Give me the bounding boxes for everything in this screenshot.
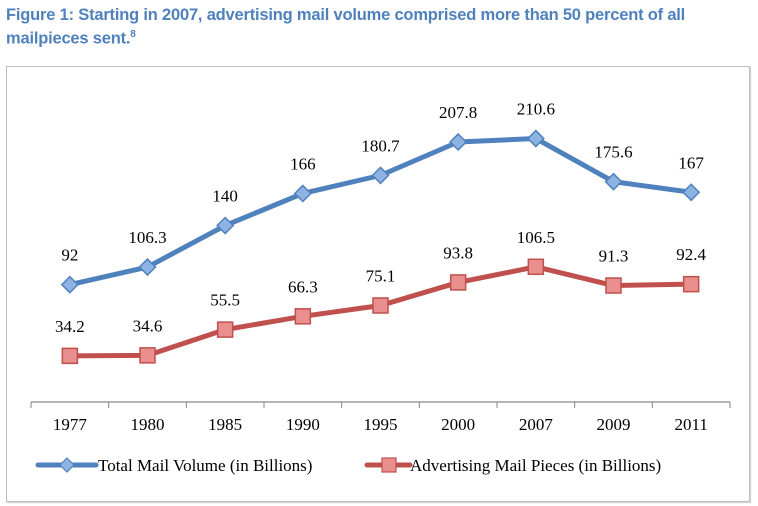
data-point-diamond [138, 257, 157, 277]
x-tick-label: 1990 [286, 415, 320, 434]
data-label: 210.6 [517, 100, 555, 119]
data-label: 207.8 [439, 103, 477, 122]
data-label: 106.5 [517, 228, 555, 247]
footnote-marker: 8 [130, 29, 136, 40]
data-label: 180.7 [361, 136, 400, 155]
x-tick-label: 2000 [441, 415, 475, 434]
chart-frame [6, 66, 750, 502]
data-label: 106.3 [128, 228, 166, 247]
data-label: 66.3 [288, 277, 318, 296]
data-label: 92.4 [676, 245, 706, 264]
data-point-square [216, 321, 234, 338]
data-label: 34.6 [133, 316, 163, 335]
x-tick-label: 1977 [53, 415, 88, 434]
figure-title: Figure 1: Starting in 2007, advertising … [6, 5, 746, 49]
series-advertising-mail: 34.2 34.6 55.5 66.3 75.1 93.8 106.5 91.3 92.4 [55, 228, 707, 365]
x-tick-label: 1980 [131, 415, 165, 434]
data-point-square [294, 308, 312, 325]
figure-title-text: Figure 1: Starting in 2007, advertising … [6, 6, 686, 48]
legend-label: Total Mail Volume (in Billions) [98, 456, 312, 475]
legend: Total Mail Volume (in Billions) Advertisi… [35, 456, 661, 475]
data-point-square [449, 274, 467, 291]
x-tick-label: 2009 [597, 415, 631, 434]
data-point-diamond [293, 184, 312, 203]
data-label: 75.1 [366, 266, 396, 285]
data-label: 55.5 [210, 291, 240, 310]
data-point-diamond [682, 183, 701, 202]
data-label: 140 [212, 187, 238, 206]
data-label: 93.8 [443, 243, 473, 262]
data-label: 175.6 [594, 143, 632, 162]
data-point-square [139, 347, 156, 364]
x-tick-label: 2007 [519, 415, 554, 434]
x-tick-label: 1995 [364, 415, 398, 434]
data-point-diamond [604, 172, 623, 191]
data-point-square [372, 297, 389, 314]
legend-item-total-mail: Total Mail Volume (in Billions) [35, 456, 312, 475]
data-point-diamond [526, 129, 545, 148]
data-point-square [682, 275, 700, 293]
data-label: 92 [61, 246, 78, 265]
data-point-square [527, 258, 545, 276]
legend-label: Advertising Mail Pieces (in Billions) [410, 456, 661, 475]
series-total-mail: 92 106.3 140 166 180.7 207.8 210.6 175.6 167 [60, 100, 704, 294]
data-point-diamond [371, 166, 390, 185]
data-point-diamond [216, 216, 235, 235]
data-label: 91.3 [599, 247, 629, 266]
data-point-square [605, 277, 622, 294]
data-label: 34.2 [55, 317, 85, 336]
data-point-diamond [60, 275, 79, 294]
data-label: 166 [290, 154, 316, 173]
data-label: 167 [678, 153, 704, 172]
data-point-square [61, 347, 79, 365]
legend-diamond-icon [59, 457, 75, 473]
x-tick-label: 2011 [674, 415, 707, 434]
legend-square-icon [381, 457, 397, 473]
x-tick-label: 1985 [208, 415, 242, 434]
legend-item-advertising-mail: Advertising Mail Pieces (in Billions) [364, 456, 661, 475]
data-point-diamond [449, 132, 468, 152]
